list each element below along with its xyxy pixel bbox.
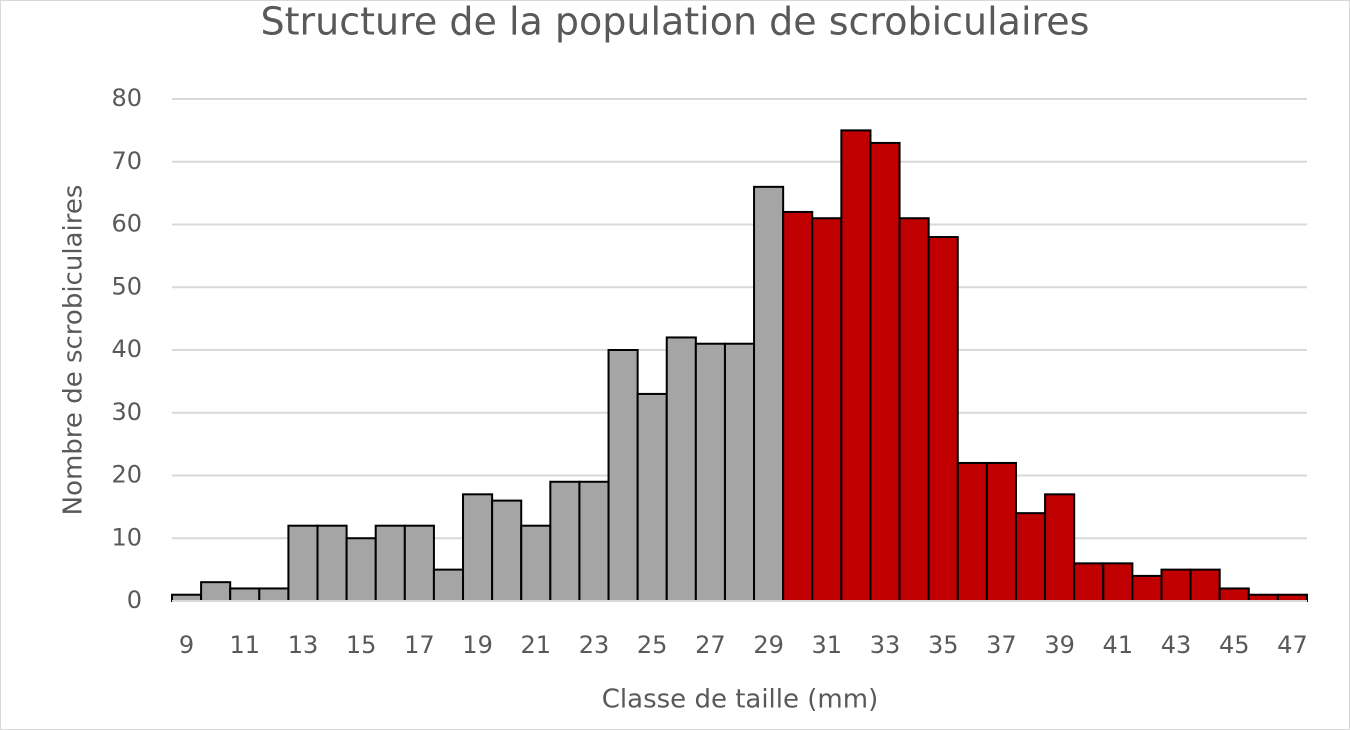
bar [491,499,523,603]
x-tick-label: 17 [404,631,435,659]
bar [374,524,406,603]
y-tick-label: 80 [111,84,142,112]
bar [607,349,639,602]
bar [840,129,872,602]
x-tick-label: 47 [1277,631,1308,659]
bar [403,524,435,603]
x-tick-label: 15 [346,631,377,659]
y-tick-label: 0 [127,586,142,614]
bar [345,537,377,602]
x-tick-label: 27 [695,631,726,659]
bar [1160,568,1192,602]
bar [287,524,319,603]
bar [578,480,610,602]
bar [520,524,552,603]
bar [811,217,843,602]
chart-title: Structure de la population de scrobicula… [261,0,1090,44]
bar [1044,493,1076,603]
y-tick-label: 60 [111,210,142,238]
x-tick-label: 9 [179,631,194,659]
x-tick-label: 39 [1044,631,1075,659]
x-tick-label: 19 [462,631,493,659]
y-tick-label: 10 [111,523,142,551]
x-tick-label: 29 [753,631,784,659]
x-tick-label: 33 [870,631,901,659]
x-tick-label: 37 [986,631,1017,659]
x-tick-label: 31 [812,631,843,659]
x-tick-label: 25 [637,631,668,659]
bar [258,587,290,603]
bar [782,210,814,602]
x-tick-label: 23 [579,631,610,659]
x-axis-label: Classe de taille (mm) [602,685,878,715]
bar [1102,562,1134,602]
bar [1131,574,1163,603]
bar [898,217,930,602]
x-tick-label: 21 [521,631,552,659]
bar [1014,512,1047,603]
bar [1073,562,1105,602]
bar [1218,587,1250,603]
bar [665,336,697,602]
y-tick-label: 20 [111,461,142,489]
x-tick-label: 35 [928,631,959,659]
x-tick-label: 13 [288,631,319,659]
bar [869,141,901,603]
bar [636,392,668,602]
x-tick-label: 11 [229,631,260,659]
bar [200,581,232,602]
bar [549,480,581,602]
y-axis-label: Nombre de scrobiculaires [59,185,89,516]
bar [462,493,494,603]
y-tick-label: 40 [111,335,142,363]
x-tick-label: 45 [1219,631,1250,659]
bar [753,185,785,602]
bar [956,461,988,603]
y-tick-label: 30 [111,398,142,426]
bar [1189,568,1221,602]
y-tick-label: 50 [111,272,142,300]
bar [927,236,959,603]
bar [694,342,726,602]
bar [985,461,1017,603]
bar [229,587,261,603]
bar [316,524,348,603]
x-tick-label: 41 [1103,631,1134,659]
bar [723,342,756,602]
y-tick-label: 70 [111,147,142,175]
bar [432,568,465,602]
x-tick-label: 43 [1161,631,1192,659]
